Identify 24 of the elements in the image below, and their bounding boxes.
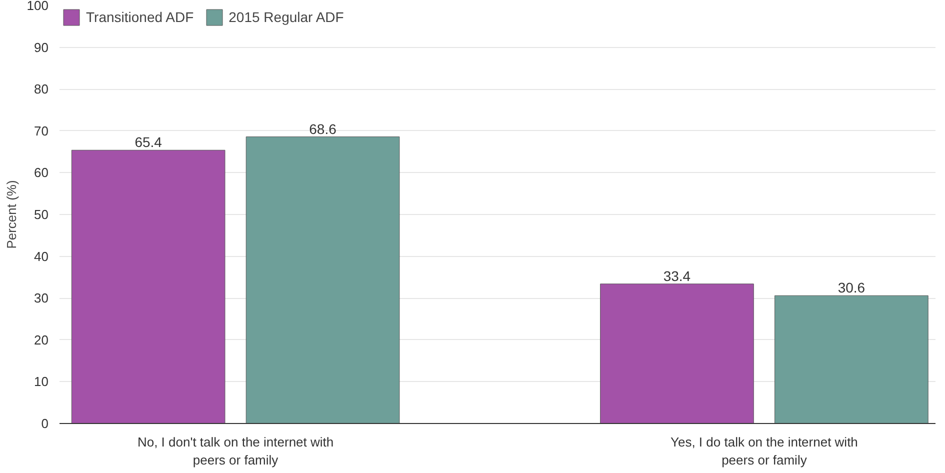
bar: [600, 284, 754, 424]
y-tick-label: 10: [34, 374, 49, 390]
bar: [71, 150, 226, 424]
y-tick-label: 80: [34, 82, 49, 97]
bar: [774, 295, 928, 424]
y-axis-title: Percent (%): [4, 180, 19, 249]
y-tick-label: 30: [34, 290, 49, 306]
y-tick-label: 40: [34, 248, 49, 264]
y-tick-label: 70: [34, 123, 49, 138]
y-tick-label: 0: [41, 416, 49, 431]
bar: [246, 136, 400, 424]
x-tick-label: No, I don't talk on the internet with peers or family: [137, 434, 334, 468]
legend-label: 2015 Regular ADF: [228, 9, 344, 25]
data-label: 33.4: [663, 268, 691, 284]
y-tick-label: 50: [34, 207, 49, 222]
data-label: 65.4: [134, 134, 162, 150]
y-tick-label: 20: [34, 332, 49, 348]
data-label: 30.6: [838, 280, 866, 296]
legend-label: Transitioned ADF: [86, 9, 194, 25]
y-tick-label: 90: [34, 40, 49, 55]
y-tick-label: 60: [34, 165, 49, 180]
y-tick-label: 100: [26, 0, 49, 13]
x-tick-label: Yes, I do talk on the internet with peers or family: [670, 434, 858, 468]
data-label: 68.6: [309, 120, 337, 137]
